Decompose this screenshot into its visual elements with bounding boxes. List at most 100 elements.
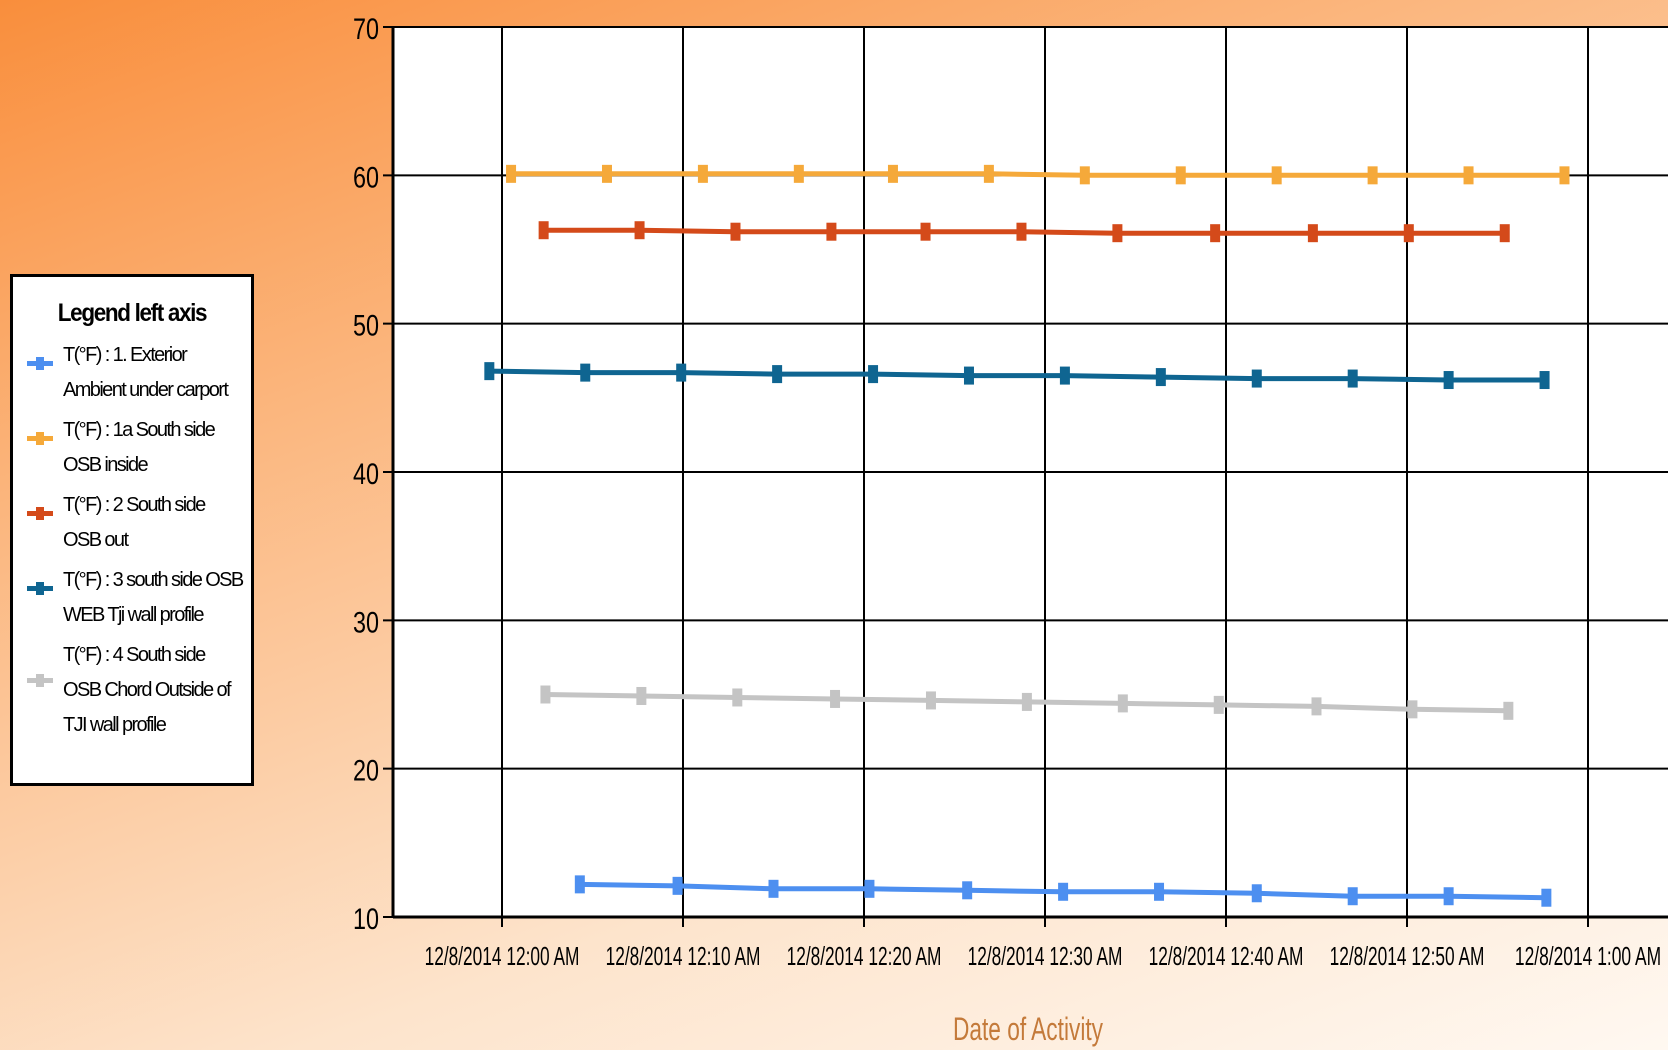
- legend-items: T(°F) : 1. Exterior Ambient under carpor…: [13, 338, 251, 736]
- legend-label: T(°F) : 4 South side OSB Chord Outside o…: [63, 644, 232, 736]
- data-point: [672, 876, 683, 895]
- data-point: [1251, 884, 1262, 903]
- data-point: [864, 879, 875, 898]
- data-point: [868, 365, 879, 384]
- data-point: [1117, 694, 1128, 713]
- data-point: [793, 164, 804, 183]
- data-point: [1112, 224, 1123, 243]
- data-point: [601, 164, 612, 183]
- data-point: [1559, 166, 1570, 185]
- series-line: [511, 171, 1565, 178]
- data-point: [484, 362, 495, 381]
- data-point: [1307, 224, 1318, 243]
- y-tick-label: 20: [353, 755, 379, 788]
- data-point: [768, 879, 779, 898]
- series-2: [506, 164, 1570, 185]
- data-point: [540, 685, 551, 704]
- axes: [391, 27, 1668, 919]
- data-point: [830, 689, 841, 708]
- data-point: [574, 875, 585, 894]
- data-point: [538, 221, 549, 240]
- legend-swatch: [27, 582, 53, 595]
- data-point: [1499, 224, 1510, 243]
- y-tick-label: 30: [353, 606, 379, 639]
- data-point: [983, 164, 994, 183]
- data-point: [1058, 882, 1069, 901]
- y-tick-label: 70: [353, 13, 379, 46]
- x-tick-label: 12/8/2014 12:00 AM: [425, 941, 580, 971]
- data-point: [887, 164, 898, 183]
- data-point: [920, 222, 931, 241]
- data-point: [1271, 166, 1282, 185]
- data-point: [925, 691, 936, 710]
- legend-swatch: [27, 674, 53, 687]
- legend-item: T(°F) : 3 south side OSB WEB Tji wall pr…: [13, 563, 251, 638]
- x-tick-label: 12/8/2014 12:30 AM: [968, 941, 1123, 971]
- legend: Legend left axis T(°F) : 1. Exterior Amb…: [10, 274, 254, 786]
- data-point: [676, 363, 687, 382]
- data-point: [1021, 692, 1032, 711]
- legend-item: T(°F) : 1. Exterior Ambient under carpor…: [13, 338, 251, 413]
- series-4: [484, 362, 1550, 390]
- series-1: [574, 875, 1552, 907]
- y-tick-label: 50: [353, 310, 379, 343]
- data-point: [1463, 166, 1474, 185]
- data-point: [732, 688, 743, 707]
- legend-label: T(°F) : 1a South side OSB inside: [63, 419, 216, 476]
- legend-swatch: [27, 357, 53, 370]
- data-point: [1016, 222, 1027, 241]
- data-point: [1347, 887, 1358, 906]
- data-point: [1443, 371, 1454, 390]
- data-point: [1367, 166, 1378, 185]
- data-point: [1347, 369, 1358, 388]
- data-point: [697, 164, 708, 183]
- x-tick-label: 12/8/2014 1:00 AM: [1515, 941, 1661, 971]
- data-point: [580, 363, 591, 382]
- x-tick-label: 12/8/2014 12:20 AM: [787, 941, 942, 971]
- y-tick-label: 60: [353, 161, 379, 194]
- data-point: [772, 365, 783, 384]
- x-axis-title: Date of Activity: [953, 1011, 1103, 1047]
- data-point: [1539, 371, 1550, 390]
- series-lines: [484, 164, 1570, 907]
- y-tick-label: 10: [353, 903, 379, 936]
- legend-label: T(°F) : 3 south side OSB WEB Tji wall pr…: [63, 569, 244, 626]
- grid-lines: [383, 26, 1668, 927]
- series-5: [540, 685, 1514, 720]
- legend-swatch: [27, 507, 53, 520]
- data-point: [1407, 700, 1418, 719]
- data-point: [634, 221, 645, 240]
- data-point: [1251, 369, 1262, 388]
- data-point: [1311, 697, 1322, 716]
- data-point: [1403, 224, 1414, 243]
- series-3: [538, 221, 1510, 243]
- data-point: [730, 222, 741, 241]
- data-point: [1541, 888, 1552, 907]
- data-point: [1059, 366, 1070, 385]
- x-tick-label: 12/8/2014 12:10 AM: [606, 941, 761, 971]
- series-line: [489, 368, 1545, 383]
- legend-item: T(°F) : 1a South side OSB inside: [13, 413, 251, 488]
- data-point: [1503, 701, 1514, 720]
- legend-label: T(°F) : 1. Exterior Ambient under carpor…: [63, 344, 229, 401]
- data-point: [963, 366, 974, 385]
- data-point: [826, 222, 837, 241]
- data-point: [1210, 224, 1221, 243]
- data-point: [1175, 166, 1186, 185]
- legend-title: Legend left axis: [57, 299, 208, 327]
- legend-swatch: [27, 432, 53, 445]
- data-point: [1154, 882, 1165, 901]
- data-point: [506, 164, 517, 183]
- data-point: [636, 686, 647, 705]
- y-tick-label: 40: [353, 458, 379, 491]
- x-tick-label: 12/8/2014 12:50 AM: [1330, 941, 1485, 971]
- x-tick-label: 12/8/2014 12:40 AM: [1149, 941, 1304, 971]
- data-point: [962, 881, 973, 900]
- legend-label: T(°F) : 2 South side OSB out: [63, 494, 206, 551]
- data-point: [1155, 368, 1166, 387]
- legend-item: T(°F) : 2 South side OSB out: [13, 488, 251, 563]
- data-point: [1443, 887, 1454, 906]
- data-point: [1079, 166, 1090, 185]
- legend-item: T(°F) : 4 South side OSB Chord Outside o…: [13, 638, 251, 736]
